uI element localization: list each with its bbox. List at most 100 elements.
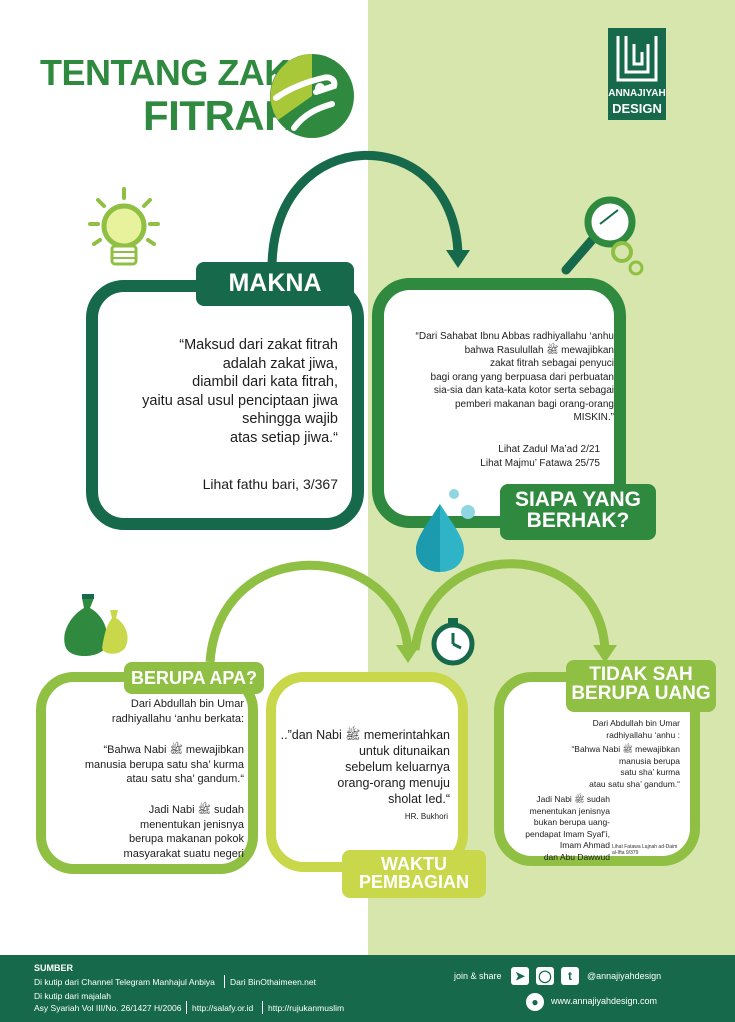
tidak-note-line: pendapat Imam Syaf’i, [525, 828, 610, 839]
source-line3b: http://salafy.or.id [192, 1003, 254, 1013]
siapa-ref: Lihat Majmu’ Fatawa 25/75 [480, 458, 600, 469]
tidak-quote-line: “Bahwa Nabi ﷺ mewajibkan [571, 744, 680, 754]
footer-divider [224, 975, 225, 988]
waktu-box [266, 672, 468, 872]
waktu-label-line: PEMBAGIAN [358, 872, 469, 892]
hands-logo-icon [270, 54, 354, 138]
siapa-label-line: SIAPA YANG [514, 488, 642, 511]
makna-quote-line: “Maksud dari zakat fitrah [179, 337, 338, 353]
berupa-intro-line: Dari Abdullah bin Umar [130, 698, 244, 710]
source-line2: Di kutip dari majalah [34, 991, 112, 1001]
berupa-note-line: Jadi Nabi ﷺ sudah [148, 804, 244, 816]
siapa-ref: Lihat Zadul Ma’ad 2/21 [498, 444, 600, 455]
berupa-note-line: menentukan jenisnya [140, 818, 244, 831]
berupa-note-line: berupa makanan pokok [129, 833, 244, 845]
social-handle[interactable]: @annajiyahdesign [587, 971, 662, 981]
makna-box [86, 280, 364, 530]
siapa-label-line: BERHAK? [526, 509, 630, 532]
kufic-logo-icon [616, 36, 658, 82]
sumber-label: SUMBER [34, 963, 74, 973]
source-line3a: Asy Syariah Vol III/No. 26/1427 H/2006 [34, 1003, 182, 1013]
flow-arrows [205, 150, 617, 663]
twitter-icon[interactable]: t [561, 967, 579, 985]
makna-quote-line: yaitu asal usul penciptaan jiwa [142, 392, 338, 409]
dribbble-icon[interactable]: ● [526, 993, 544, 1011]
makna-quote: “Maksud dari zakat fitrah adalah zakat j… [108, 336, 338, 447]
siapa-quote-line: bahwa Rasulullah ﷺ mewajibkan [464, 344, 614, 356]
siapa-quote-line: MISKIN.” [573, 412, 614, 423]
tidak-note-line: dan Abu Dawwud [543, 851, 610, 862]
tidak-quote-line: manusia berupa [619, 755, 680, 766]
berupa-intro-line: radhiyallahu ‘anhu berkata: [111, 712, 244, 725]
waktu-quote: ..”dan Nabi ﷺ memerintahkan untuk dituna… [276, 727, 450, 807]
siapa-quote-line: bagi orang yang berpuasa dari perbuatan [430, 371, 614, 383]
waktu-quote-line: ..”dan Nabi ﷺ memerintahkan [280, 728, 450, 742]
makna-quote-line: diambil dari kata fitrah, [192, 374, 338, 390]
tidak-small-ref: Lihat Fatawa Lajnah ad-Daim al-Ifta 9/37… [612, 844, 688, 856]
makna-quote-line: atas setiap jiwa.“ [230, 429, 338, 446]
waktu-quote-line: untuk ditunaikan [358, 744, 450, 758]
tidak-small-ref-line: al-Ifta 9/379 [612, 850, 639, 856]
berupa-quote-line: atau satu sha’ gandum.“ [126, 773, 244, 785]
brand-name-line1: ANNAJIYAH [608, 88, 666, 99]
makna-quote-line: adalah zakat jiwa, [222, 355, 338, 372]
berupa-note-line: masyarakat suatu negeri [123, 847, 244, 860]
siapa-quote: “Dari Sahabat Ibnu Abbas radhiyallahu ‘a… [384, 330, 614, 425]
tidak-note-line: bukan berupa uang- [533, 817, 610, 827]
berupa-label: BERUPA APA? [124, 662, 264, 694]
waktu-quote-line: orang-orang menuju [337, 776, 450, 790]
tidak-quote-line: satu sha’ kurma [620, 767, 680, 777]
siapa-quote-line: “Dari Sahabat Ibnu Abbas radhiyallahu ‘a… [415, 331, 614, 342]
instagram-icon[interactable]: ◯ [536, 967, 554, 985]
tidak-note-line: Jadi Nabi ﷺ sudah [536, 794, 610, 804]
source-line3c: http://rujukanmuslim [268, 1003, 345, 1013]
website-link[interactable]: www.annajiyahdesign.com [551, 996, 658, 1006]
siapa-quote-line: zakat fitrah sebagai penyuci [490, 358, 614, 369]
siapa-refs: Lihat Zadul Ma’ad 2/21 Lihat Majmu’ Fata… [384, 443, 600, 471]
join-share-text: join & share [454, 971, 502, 981]
berupa-quote-line: “Bahwa Nabi ﷺ mewajibkan [103, 744, 244, 756]
source-line1b: Dari BinOthaimeen.net [230, 977, 316, 987]
sacks-icon [64, 594, 128, 657]
waktu-quote-line: sholat Ied.“ [388, 792, 450, 806]
footer-divider [186, 1001, 187, 1014]
brand-name-line2: DESIGN [612, 101, 662, 116]
title-line2: FITRAH [143, 92, 294, 139]
berupa-quote: “Bahwa Nabi ﷺ mewajibkan manusia berupa … [48, 743, 244, 787]
tidak-quote-line: atau satu sha’ gandum.“ [589, 778, 680, 789]
waktu-label: WAKTU PEMBAGIAN [342, 850, 486, 898]
brand-logo: ANNAJIYAH DESIGN [608, 28, 666, 120]
tidak-note-line: Imam Ahmad [559, 840, 610, 850]
tidak-note-line: menentukan jenisnya [529, 805, 610, 816]
berupa-note: Jadi Nabi ﷺ sudah menentukan jenisnya be… [48, 803, 244, 861]
water-drop-icon [416, 489, 475, 572]
source-line1a: Di kutip dari Channel Telegram Manhajul … [34, 977, 215, 987]
makna-ref: Lihat fathu bari, 3/367 [202, 476, 338, 492]
siapa-box [372, 278, 626, 528]
siapa-quote-line: pemberi makanan bagi orang-orang [455, 398, 614, 410]
tidak-quote: “Bahwa Nabi ﷺ mewajibkan manusia berupa … [506, 744, 680, 790]
footer: SUMBER Di kutip dari Channel Telegram Ma… [0, 955, 735, 1022]
tidak-intro: Dari Abdullah bin Umar radhiyallahu ‘anh… [506, 718, 680, 741]
waktu-quote-line: sebelum keluarnya [345, 760, 450, 774]
tidak-small-ref-line: Lihat Fatawa Lajnah ad-Daim [612, 844, 678, 850]
waktu-label-line: WAKTU [381, 854, 447, 874]
magnifier-icon [561, 196, 644, 276]
clock-icon [431, 618, 475, 666]
tidak-label-line: BERUPA UANG [571, 683, 711, 704]
siapa-quote-line: sia-sia dan kata-kata kotor serta sebaga… [433, 385, 614, 396]
tidak-intro-line: Dari Abdullah bin Umar [592, 718, 680, 728]
footer-divider [262, 1001, 263, 1014]
tidak-label-line: TIDAK SAH [589, 664, 693, 685]
telegram-icon[interactable]: ➤ [511, 967, 529, 985]
tidak-note: Jadi Nabi ﷺ sudah menentukan jenisnya bu… [506, 794, 610, 863]
waktu-ref: HR. Bukhori [404, 812, 448, 821]
lightbulb-icon [88, 187, 160, 266]
siapa-label: SIAPA YANG BERHAK? [500, 484, 656, 540]
tidak-intro-line: radhiyallahu ‘anhu : [606, 729, 680, 740]
berupa-quote-line: manusia berupa satu sha’ kurma [84, 758, 244, 771]
makna-label: MAKNA [196, 262, 354, 306]
tidak-label: TIDAK SAH BERUPA UANG [566, 660, 716, 712]
makna-quote-line: sehingga wajib [242, 411, 338, 427]
berupa-intro: Dari Abdullah bin Umar radhiyallahu ‘anh… [48, 697, 244, 726]
